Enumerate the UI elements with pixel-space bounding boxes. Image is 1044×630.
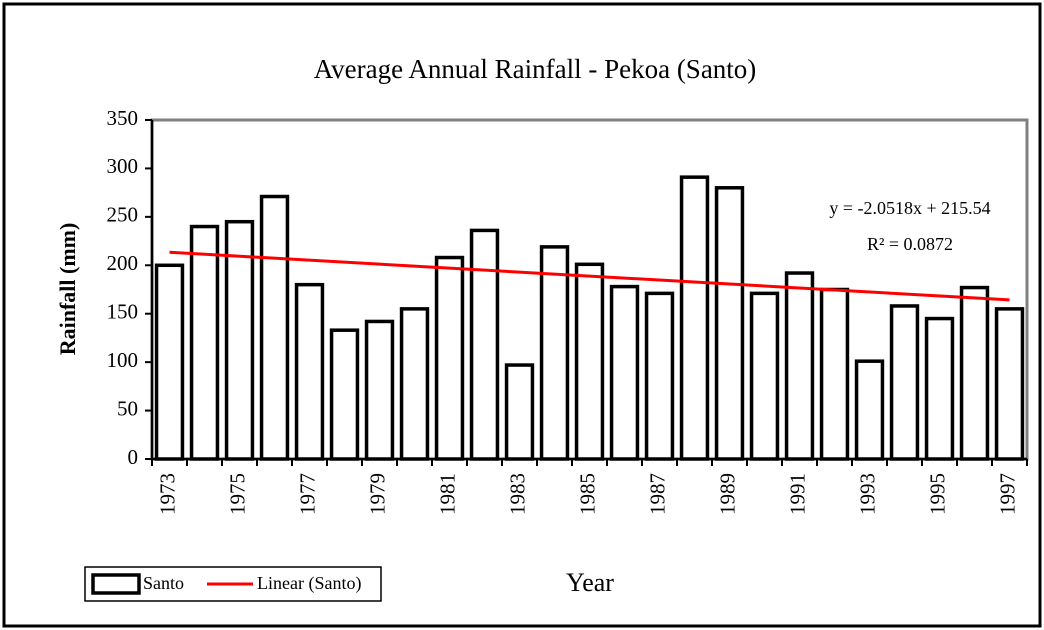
- y-axis-label: Rainfall (mm): [55, 223, 80, 356]
- bar: [854, 359, 885, 461]
- y-tick-label: 200: [107, 251, 139, 275]
- y-tick-label: 250: [107, 203, 139, 227]
- bar: [154, 263, 185, 461]
- x-tick-label: 1979: [365, 473, 389, 515]
- bar: [679, 175, 710, 461]
- bar: [784, 271, 815, 461]
- legend-label: Linear (Santo): [257, 573, 361, 594]
- x-tick-label: 1973: [155, 473, 179, 515]
- trendline: [169, 250, 1010, 302]
- y-tick-label: 350: [107, 106, 139, 130]
- x-tick-label: 1983: [505, 473, 529, 515]
- bar: [609, 284, 640, 461]
- bar: [889, 304, 920, 461]
- bar: [924, 316, 955, 461]
- x-tick-label: 1981: [435, 473, 459, 515]
- bar: [434, 255, 465, 461]
- bar: [574, 262, 605, 461]
- x-tick-label: 1997: [995, 473, 1019, 515]
- x-tick-label: 1991: [785, 473, 809, 515]
- x-axis-label: Year: [566, 568, 614, 597]
- bar: [504, 363, 535, 461]
- bar: [399, 307, 430, 461]
- chart-title: Average Annual Rainfall - Pekoa (Santo): [314, 54, 757, 84]
- legend-swatch: [91, 573, 141, 595]
- r-squared: R² = 0.0872: [867, 234, 953, 254]
- x-tick-label: 1993: [855, 473, 879, 515]
- y-tick-label: 0: [128, 445, 139, 469]
- legend-label: Santo: [143, 573, 184, 593]
- x-tick-label: 1995: [925, 473, 949, 515]
- bar: [749, 291, 780, 461]
- x-tick-label: 1987: [645, 473, 669, 515]
- bar: [469, 228, 500, 461]
- y-tick-label: 150: [107, 300, 139, 324]
- x-tick-label: 1985: [575, 473, 599, 515]
- bar: [329, 328, 360, 461]
- y-tick-label: 300: [107, 154, 139, 178]
- bar: [189, 224, 220, 461]
- bar: [644, 291, 675, 461]
- y-tick-label: 50: [117, 396, 138, 420]
- x-tick-label: 1977: [295, 473, 319, 515]
- y-tick-label: 100: [107, 348, 139, 372]
- bar: [259, 194, 290, 461]
- x-tick-label: 1975: [225, 473, 249, 515]
- bar: [294, 282, 325, 461]
- equation: y = -2.0518x + 215.54: [829, 198, 990, 218]
- bar: [364, 319, 395, 461]
- bar: [539, 245, 570, 461]
- bar: [959, 285, 990, 461]
- bar: [819, 287, 850, 461]
- x-tick-label: 1989: [715, 473, 739, 515]
- bar: [994, 307, 1025, 461]
- bar: [714, 186, 745, 461]
